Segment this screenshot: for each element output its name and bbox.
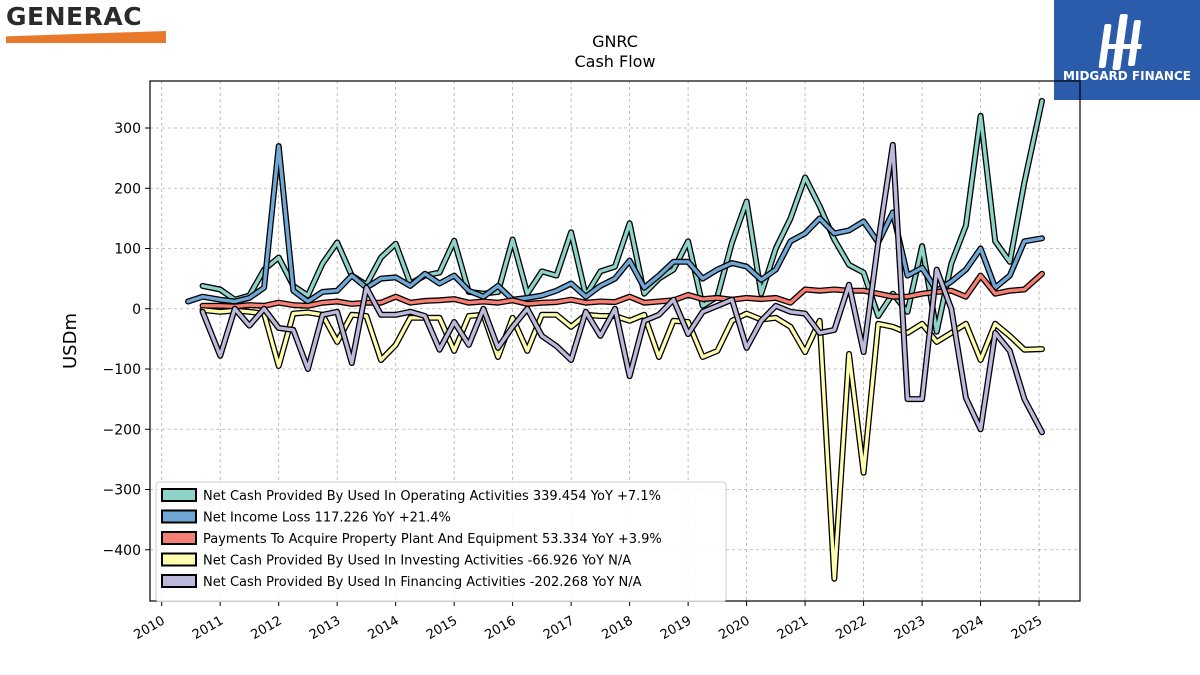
x-tick-label: 2023 [892, 613, 928, 643]
generac-logo-text: GENERAC [6, 2, 143, 31]
legend-swatch [161, 574, 197, 588]
generac-logo: GENERAC [4, 2, 174, 45]
legend-entry-0: Net Cash Provided By Used In Operating A… [203, 489, 661, 504]
y-tick-label: 300 [114, 121, 141, 137]
series-line-4 [200, 143, 1044, 434]
y-tick-label: 100 [114, 242, 141, 258]
midgard-emblem-icon [1098, 14, 1142, 70]
y-tick-label: 200 [114, 181, 141, 197]
series-lines [185, 97, 1045, 582]
legend-entry-1: Net Income Loss 117.226 YoY +21.4% [203, 511, 451, 526]
x-tick-label: 2019 [658, 613, 694, 643]
x-tick-label: 2011 [190, 613, 226, 643]
y-tick-label: 0 [132, 302, 141, 318]
legend-swatch [161, 509, 197, 524]
y-axis-ticks: 300 200 100 0 −100 −200 −300 −400 [103, 121, 150, 559]
x-tick-label: 2013 [307, 613, 343, 643]
y-tick-label: −400 [103, 543, 141, 559]
y-tick-label: −300 [103, 483, 141, 499]
x-tick-label: 2016 [482, 613, 518, 643]
legend-swatch [161, 488, 197, 502]
x-tick-label: 2020 [716, 613, 752, 643]
x-tick-label: 2022 [833, 613, 869, 643]
legend-entry-3: Net Cash Provided By Used In Investing A… [203, 554, 631, 569]
y-tick-label: −100 [103, 362, 141, 378]
x-tick-label: 2024 [950, 613, 986, 643]
x-tick-label: 2012 [249, 613, 285, 643]
legend-swatch [161, 531, 197, 545]
x-tick-label: 2025 [1009, 613, 1045, 643]
x-tick-label: 2015 [424, 613, 460, 643]
x-tick-label: 2021 [775, 613, 811, 643]
x-tick-label: 2010 [132, 613, 168, 643]
midgard-finance-logo: MIDGARD FINANCE [1054, 0, 1200, 100]
x-tick-label: 2014 [366, 613, 402, 643]
midgard-logo-text: MIDGARD FINANCE [1063, 69, 1191, 83]
legend-entry-4: Net Cash Provided By Used In Financing A… [203, 575, 642, 590]
legend-entry-2: Payments To Acquire Property Plant And E… [203, 532, 662, 547]
legend: Net Cash Provided By Used In Operating A… [155, 481, 727, 602]
legend-box [155, 481, 727, 602]
y-axis-label: USDm [60, 313, 81, 369]
chart-subtitle: Cash Flow [574, 52, 655, 71]
x-tick-label: 2017 [541, 613, 577, 643]
y-tick-label: −200 [103, 422, 141, 438]
x-tick-label: 2018 [599, 613, 635, 643]
chart-title: GNRC [592, 32, 638, 51]
legend-swatch [161, 552, 197, 567]
x-axis-ticks: 2010 2011 2012 2013 2014 2015 2016 2017 2018 2019… [132, 601, 1045, 643]
